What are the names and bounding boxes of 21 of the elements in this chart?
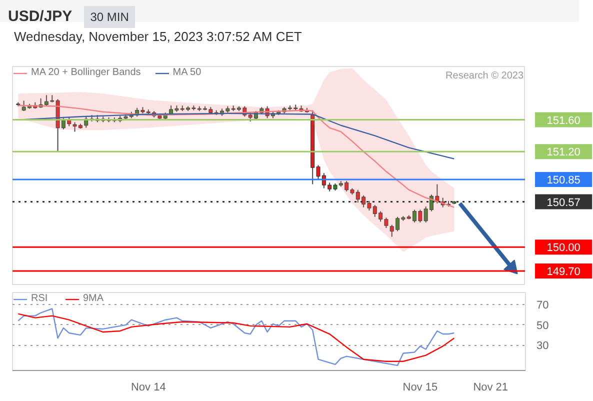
y-tick-label: 50 — [536, 320, 549, 332]
y-tick-label: 149.70 — [546, 266, 580, 278]
chart-title: USD/JPY — [8, 8, 72, 25]
annotation: Research © 2023 — [446, 70, 524, 82]
y-tick-label: 30 — [536, 340, 549, 352]
text: Nov 21 — [473, 382, 508, 394]
legend-label: RSI — [31, 293, 49, 304]
y-tick-label: 150.57 — [546, 196, 580, 209]
legend-label: MA 20 + Bollinger Bands — [31, 67, 141, 78]
x-tick-label: Nov 14 — [130, 382, 166, 394]
y-tick-label: 70 — [536, 300, 549, 312]
legend-label: MA 50 — [172, 67, 202, 78]
y-tick-label: 150.00 — [546, 242, 580, 254]
y-tick-label: 151.60 — [546, 114, 580, 127]
legend-label: 9MA — [83, 293, 104, 304]
chart-subtitle: 30 MIN — [84, 6, 135, 28]
line-series — [18, 104, 455, 208]
y-tick-label: 151.20 — [546, 146, 580, 159]
y-tick-label: 150.85 — [546, 174, 580, 186]
text: Wednesday, November 15, 2023 3:07:52 AM CET — [14, 29, 302, 44]
x-tick-label: Nov 15 — [402, 382, 438, 394]
